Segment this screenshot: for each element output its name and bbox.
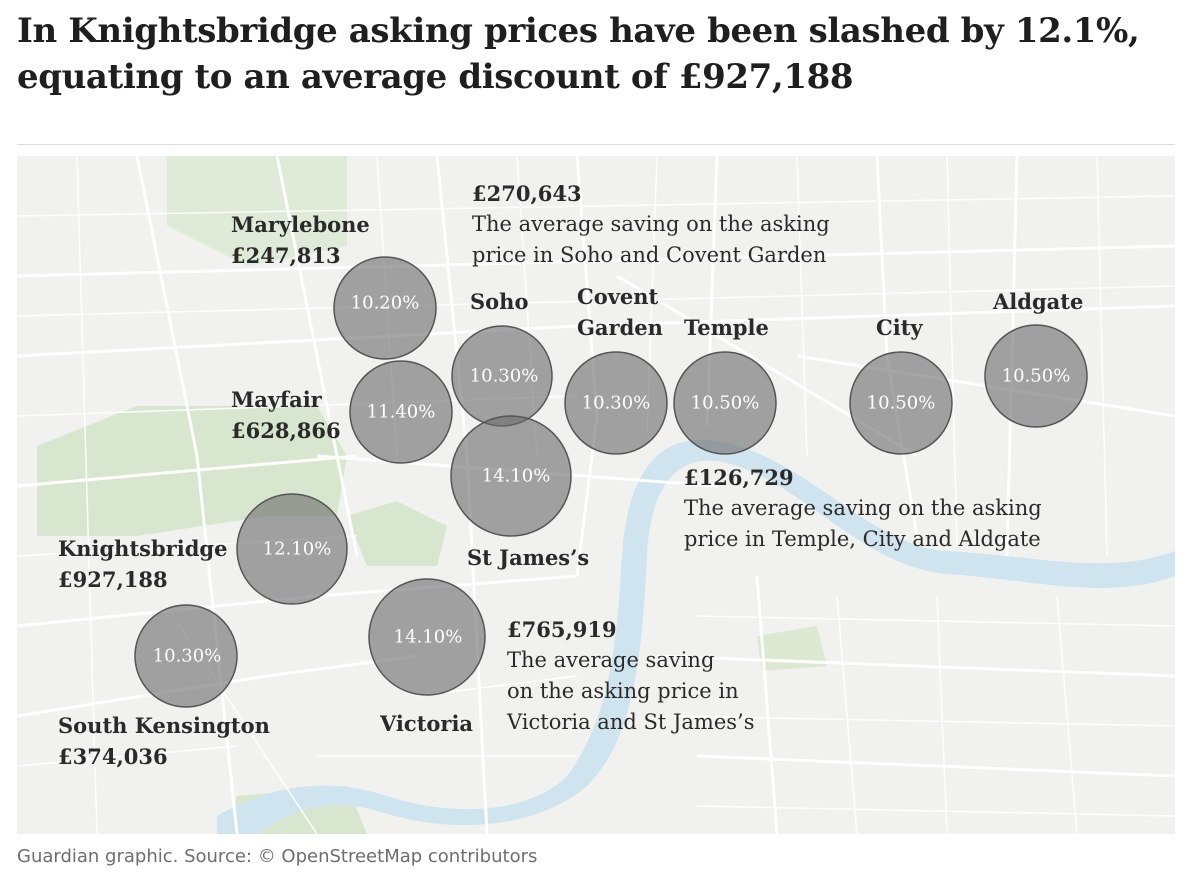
label-temple: Temple <box>684 315 769 340</box>
pct-soho: 10.30% <box>470 366 539 387</box>
bubble-mayfair <box>349 360 453 464</box>
bubble-layer: 10.20% 11.40% 10.30% 10.30% 10.50% 10.50… <box>134 256 1088 708</box>
label-mayfair: Mayfair £628,866 <box>231 387 341 443</box>
source-credit: Guardian graphic. Source: © OpenStreetMa… <box>17 846 538 867</box>
bubble-st-james <box>450 415 572 537</box>
pct-victoria: 14.10% <box>394 627 463 648</box>
bubble-city <box>849 351 953 455</box>
annotation-soho-covent-garden: £270,643 The average saving on the askin… <box>472 181 830 267</box>
headline: In Knightsbridge asking prices have been… <box>17 8 1187 100</box>
label-south-kensington: South Kensington £374,036 <box>58 713 270 769</box>
bubble-aldgate <box>984 324 1088 428</box>
label-st-james: St James’s <box>467 545 590 570</box>
basemap <box>17 156 1175 834</box>
label-covent-garden: Covent Garden <box>577 284 663 340</box>
headline-line-2: equating to an average discount of £927,… <box>17 57 854 97</box>
pct-mayfair: 11.40% <box>367 402 436 423</box>
label-victoria: Victoria <box>380 711 474 736</box>
bubble-victoria <box>368 578 486 696</box>
pct-st-james: 14.10% <box>482 466 551 487</box>
annotation-victoria-st-james: £765,919 The average saving on the askin… <box>507 617 755 734</box>
headline-line-1: In Knightsbridge asking prices have been… <box>17 11 1140 51</box>
annotation-temple-city-aldgate: £126,729 The average saving on the askin… <box>684 465 1042 551</box>
label-knightsbridge: Knightsbridge £927,188 <box>58 536 228 592</box>
bubble-south-kensington <box>134 604 238 708</box>
label-aldgate: Aldgate <box>993 289 1084 314</box>
label-marylebone: Marylebone £247,813 <box>231 212 370 268</box>
divider <box>17 144 1175 145</box>
label-city: City <box>876 315 923 340</box>
pct-covent-garden: 10.30% <box>582 393 651 414</box>
map: 10.20% 11.40% 10.30% 10.30% 10.50% 10.50… <box>17 156 1175 834</box>
label-soho: Soho <box>470 289 529 314</box>
green-park <box>347 501 447 566</box>
pct-temple: 10.50% <box>691 393 760 414</box>
bubble-temple <box>673 351 777 455</box>
bubble-marylebone <box>333 256 437 360</box>
regents-park <box>167 156 347 266</box>
bubble-covent-garden <box>564 351 668 455</box>
pct-knightsbridge: 12.10% <box>263 539 332 560</box>
pct-aldgate: 10.50% <box>1002 366 1071 387</box>
pct-city: 10.50% <box>867 393 936 414</box>
pct-marylebone: 10.20% <box>351 293 420 314</box>
pct-south-kensington: 10.30% <box>153 646 222 667</box>
river-thames <box>217 439 1175 834</box>
bubble-knightsbridge <box>236 493 348 605</box>
